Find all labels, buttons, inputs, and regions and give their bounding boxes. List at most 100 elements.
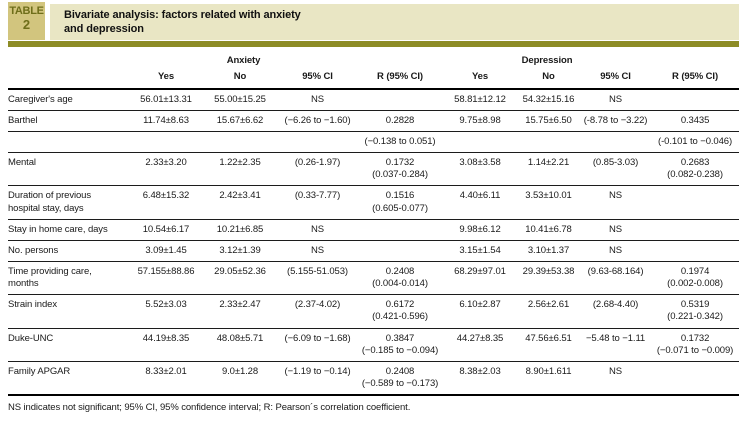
row-label: No. persons (8, 244, 59, 256)
table-cell: (−0.138 to 0.051) (364, 135, 436, 147)
table-cell: 15.67±6.62 (216, 114, 264, 126)
col-anxiety-ci: 95% CI (278, 66, 358, 90)
table-cell: 29.39±53.38 (522, 266, 575, 277)
col-depression-no: No (517, 66, 581, 90)
table-cell: 54.32±15.16 (522, 93, 575, 105)
table-cell: 2.33±3.20 (145, 157, 187, 169)
spacer-cell (8, 50, 130, 67)
bivariate-analysis-table: Anxiety Depression Yes No 95% CI R (95% … (8, 50, 740, 397)
row-label: Mental (8, 157, 36, 169)
table-cell: 0.1732 (0.037-0.284) (372, 157, 428, 181)
table-cell: (-0.101 to −0.046) (658, 135, 733, 147)
table-cell: 9.98±6.12 (459, 223, 501, 235)
table-cell: (0.85-3.03) (592, 157, 639, 169)
table-cell: 0.2408 (0.004-0.014) (372, 266, 428, 290)
table-cell: NS (609, 223, 623, 235)
table-row: Duke-UNC 44.19±8.35 48.08±5.71 (−6.09 to −1… (8, 328, 740, 361)
col-depression-r: R (95% CI) (651, 66, 740, 90)
table-cell: 1.22±2.35 (219, 157, 261, 169)
table-body: Caregiver's age 56.01±13.31 55.00±15.25 NS 5… (8, 89, 740, 396)
table-footnote: NS indicates not significant; 95% CI, 95… (8, 402, 411, 414)
table-cell: 48.08±5.71 (216, 332, 264, 344)
group-header-anxiety: Anxiety (226, 54, 261, 66)
table-cell (130, 131, 202, 152)
table-cell: 0.1974 (0.002-0.008) (667, 266, 723, 290)
table-cell: 10.54±6.17 (142, 223, 190, 235)
table-cell: 8.33±2.01 (145, 365, 187, 377)
table-cell: 8.38±2.03 (459, 365, 501, 377)
table-cell (651, 186, 739, 219)
table-cell: 3.15±1.54 (459, 244, 501, 256)
table-cell: 0.2408 (−0.589 to −0.173) (361, 365, 439, 390)
table-cell: 9.0±1.28 (221, 365, 259, 377)
table-cell (651, 89, 739, 111)
col-anxiety-no: No (202, 66, 278, 90)
row-label: Duration of previous hospital stay, days (8, 190, 92, 214)
table-cell (357, 240, 443, 261)
row-label: Stay in home care, days (8, 223, 108, 235)
row-label: Family APGAR (8, 365, 71, 377)
table-number: 2 (22, 16, 31, 32)
table-cell: (−1.19 to −0.14) (284, 365, 351, 377)
table-cell: NS (311, 93, 324, 105)
table-cell: 3.09±1.45 (145, 244, 187, 256)
table-cell (357, 219, 443, 240)
row-label: Barthel (8, 114, 38, 126)
table-cell: 4.40±6.11 (459, 190, 501, 202)
table-cell: 1.14±2.21 (527, 157, 570, 169)
col-depression-ci: 95% CI (580, 66, 652, 90)
table-row: Family APGAR 8.33±2.01 9.0±1.28 (−1.19 to −… (8, 361, 740, 395)
table-masthead: TABLE 2 Bivariate analysis: factors rela… (8, 2, 739, 40)
table-cell: 44.27±8.35 (456, 332, 504, 344)
table-word: TABLE (9, 5, 44, 17)
table-cell: 6.10±2.87 (459, 299, 501, 311)
table-cell (443, 131, 517, 152)
table-cell: NS (609, 93, 623, 105)
table-cell: (−6.26 to −1.60) (284, 114, 351, 126)
table-cell (278, 131, 357, 152)
table-cell (651, 361, 739, 395)
spacer-cell (651, 50, 739, 67)
table-cell: 3.08±3.58 (459, 157, 501, 169)
table-cell: NS (311, 223, 324, 235)
table-row: Caregiver's age 56.01±13.31 55.00±15.25 NS 5… (8, 89, 739, 111)
table-cell: (9.63-68.164) (587, 266, 644, 277)
table-cell: 0.2683 (0.082-0.238) (667, 157, 723, 181)
table-cell: (0.33-7.77) (294, 190, 341, 202)
table-cell: 44.19±8.35 (142, 332, 190, 344)
table-cell: 0.5319 (0.221-0.342) (667, 299, 723, 323)
table-title-line1: Bivariate analysis: factors related with… (64, 9, 301, 21)
table-cell: NS (609, 190, 623, 202)
group-header-row: Anxiety Depression (8, 50, 739, 67)
table-cell (651, 219, 739, 240)
table-row: Barthel 11.74±8.63 15.67±6.62 (−6.26 to −1.… (8, 110, 740, 131)
table-cell: 0.1732 (−0.071 to −0.009) (656, 332, 734, 356)
col-anxiety-r: R (95% CI) (357, 66, 444, 90)
table-head: Anxiety Depression Yes No 95% CI R (95% … (8, 50, 740, 90)
table-cell: 2.56±2.61 (527, 299, 570, 311)
table-cell: 11.74±8.63 (143, 114, 189, 126)
table-row: (−0.138 to 0.051) (-0.101 to −0.046) (8, 131, 740, 152)
table-cell: −5.48 to −1.11 (585, 332, 646, 344)
table-row: Duration of previous hospital stay, days… (8, 185, 740, 219)
table-cell: 3.53±10.01 (525, 190, 572, 202)
table-cell: NS (609, 244, 623, 256)
table-cell: (2.68-4.40) (592, 299, 639, 311)
table-cell: 47.56±6.51 (525, 332, 572, 344)
table-cell: (0.26-1.97) (294, 157, 341, 169)
table-row: Mental 2.33±3.20 1.22±2.35 (0.26-1.97) 0.173… (8, 152, 740, 186)
table-cell: 0.1516 (0.605-0.077) (372, 190, 428, 214)
table-cell: 0.6172 (0.421-0.596) (372, 299, 428, 323)
table-cell: 3.12±1.39 (219, 244, 261, 256)
table-cell: 15.75±6.50 (525, 114, 572, 126)
table-row: Time providing care, months 57.155±88.86 2… (8, 261, 740, 295)
spacer-cell (8, 66, 130, 90)
table-cell: 0.3847 (−0.185 to −0.094) (361, 332, 439, 356)
table-cell (357, 89, 443, 111)
column-header-row: Yes No 95% CI R (95% CI) Yes No 95% CI R… (8, 66, 740, 90)
table-cell: 68.29±97.01 (454, 266, 506, 277)
table-number-badge: TABLE 2 (8, 2, 45, 40)
group-header-depression: Depression (521, 54, 573, 66)
table-cell (202, 131, 278, 152)
